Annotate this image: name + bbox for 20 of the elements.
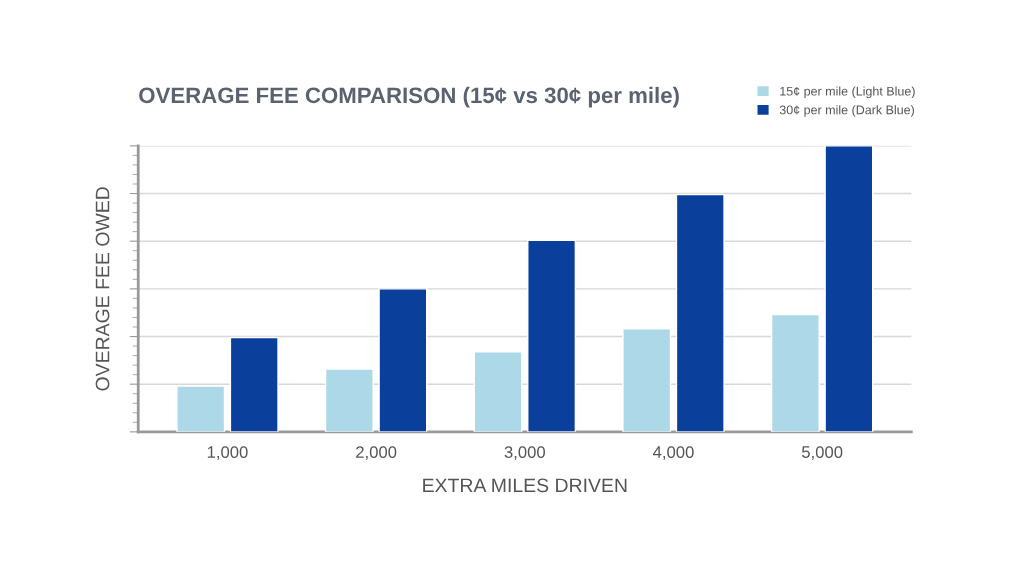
x-tick-label: 1,000 [207, 446, 248, 460]
bar [675, 193, 725, 432]
bar [378, 288, 428, 432]
bar [176, 385, 226, 432]
legend-label: 15¢ per mile (Light Blue) [780, 86, 915, 99]
x-tick-label: 2,000 [356, 446, 397, 460]
bar [324, 368, 374, 432]
x-tick-label: 4,000 [653, 446, 694, 460]
x-tick-label: 5,000 [801, 446, 843, 460]
legend-label: 30¢ per mile (Dark Blue) [779, 105, 914, 117]
chart-title: OVERAGE FEE COMPARISON (15¢ vs 30¢ per mile) [139, 86, 679, 108]
x-tick-label: 3,000 [504, 446, 545, 460]
bar [473, 351, 523, 432]
bar [229, 336, 279, 432]
bar [770, 313, 820, 432]
x-axis-title: EXTRA MILES DRIVEN [423, 478, 627, 493]
bar [527, 239, 577, 432]
bar [622, 328, 672, 432]
bar [824, 145, 874, 432]
y-axis-title: OVERAGE FEE OWED [95, 187, 110, 391]
